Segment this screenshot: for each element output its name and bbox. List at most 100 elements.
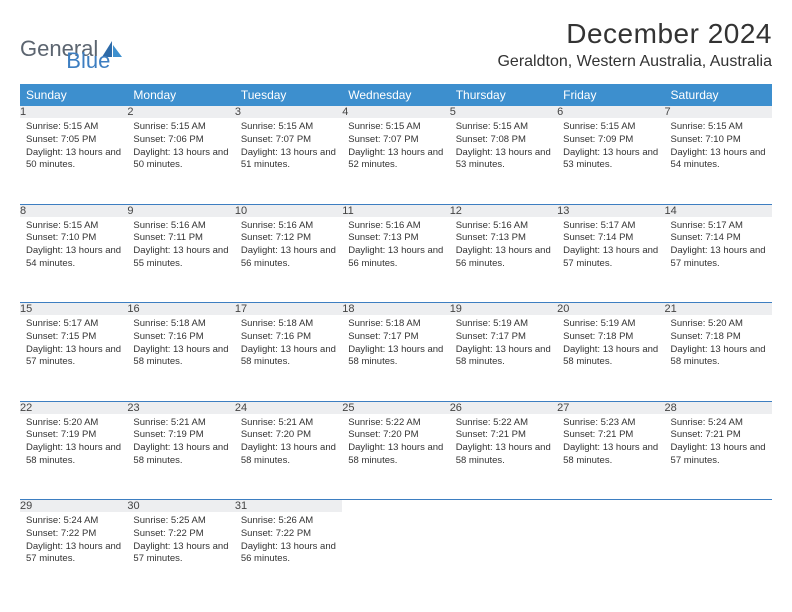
day-number-row: 293031 [20, 500, 772, 513]
day-cell [450, 512, 557, 598]
day-details: Sunrise: 5:23 AMSunset: 7:21 PMDaylight:… [557, 414, 664, 474]
sunset-line: Sunset: 7:19 PM [133, 429, 228, 442]
day-cell: Sunrise: 5:25 AMSunset: 7:22 PMDaylight:… [127, 512, 234, 598]
day-number: 25 [342, 401, 449, 414]
sunset-line: Sunset: 7:14 PM [671, 232, 766, 245]
week-row: Sunrise: 5:17 AMSunset: 7:15 PMDaylight:… [20, 315, 772, 401]
day-details: Sunrise: 5:18 AMSunset: 7:16 PMDaylight:… [127, 315, 234, 375]
daylight-line: Daylight: 13 hours and 57 minutes. [26, 344, 121, 370]
sunset-line: Sunset: 7:15 PM [26, 331, 121, 344]
day-number: 14 [665, 204, 772, 217]
day-cell: Sunrise: 5:20 AMSunset: 7:19 PMDaylight:… [20, 414, 127, 500]
day-details: Sunrise: 5:15 AMSunset: 7:07 PMDaylight:… [235, 118, 342, 178]
sunset-line: Sunset: 7:22 PM [133, 528, 228, 541]
daylight-line: Daylight: 13 hours and 57 minutes. [671, 245, 766, 271]
day-details: Sunrise: 5:15 AMSunset: 7:10 PMDaylight:… [20, 217, 127, 277]
sunrise-line: Sunrise: 5:15 AM [241, 121, 336, 134]
daylight-line: Daylight: 13 hours and 53 minutes. [563, 147, 658, 173]
day-cell: Sunrise: 5:21 AMSunset: 7:20 PMDaylight:… [235, 414, 342, 500]
day-details: Sunrise: 5:25 AMSunset: 7:22 PMDaylight:… [127, 512, 234, 572]
sunrise-line: Sunrise: 5:15 AM [26, 220, 121, 233]
day-number: 30 [127, 500, 234, 513]
day-cell: Sunrise: 5:22 AMSunset: 7:21 PMDaylight:… [450, 414, 557, 500]
day-header: Friday [557, 84, 664, 106]
day-header: Sunday [20, 84, 127, 106]
sunset-line: Sunset: 7:13 PM [348, 232, 443, 245]
daylight-line: Daylight: 13 hours and 58 minutes. [133, 442, 228, 468]
day-cell: Sunrise: 5:22 AMSunset: 7:20 PMDaylight:… [342, 414, 449, 500]
sunset-line: Sunset: 7:21 PM [456, 429, 551, 442]
sunset-line: Sunset: 7:14 PM [563, 232, 658, 245]
sunset-line: Sunset: 7:12 PM [241, 232, 336, 245]
day-number: 27 [557, 401, 664, 414]
day-number: 20 [557, 303, 664, 316]
daylight-line: Daylight: 13 hours and 58 minutes. [26, 442, 121, 468]
day-cell: Sunrise: 5:17 AMSunset: 7:15 PMDaylight:… [20, 315, 127, 401]
day-cell: Sunrise: 5:19 AMSunset: 7:17 PMDaylight:… [450, 315, 557, 401]
day-details: Sunrise: 5:19 AMSunset: 7:17 PMDaylight:… [450, 315, 557, 375]
sunrise-line: Sunrise: 5:16 AM [133, 220, 228, 233]
day-number: 17 [235, 303, 342, 316]
daylight-line: Daylight: 13 hours and 50 minutes. [26, 147, 121, 173]
sunset-line: Sunset: 7:09 PM [563, 134, 658, 147]
day-number [557, 500, 664, 513]
day-cell: Sunrise: 5:26 AMSunset: 7:22 PMDaylight:… [235, 512, 342, 598]
day-number: 16 [127, 303, 234, 316]
sunset-line: Sunset: 7:07 PM [348, 134, 443, 147]
sunset-line: Sunset: 7:20 PM [348, 429, 443, 442]
daylight-line: Daylight: 13 hours and 57 minutes. [563, 245, 658, 271]
sunrise-line: Sunrise: 5:18 AM [241, 318, 336, 331]
sunset-line: Sunset: 7:17 PM [456, 331, 551, 344]
day-number: 8 [20, 204, 127, 217]
day-cell: Sunrise: 5:18 AMSunset: 7:16 PMDaylight:… [235, 315, 342, 401]
day-number: 2 [127, 106, 234, 118]
day-details: Sunrise: 5:16 AMSunset: 7:13 PMDaylight:… [342, 217, 449, 277]
day-cell: Sunrise: 5:18 AMSunset: 7:17 PMDaylight:… [342, 315, 449, 401]
calendar-table: Sunday Monday Tuesday Wednesday Thursday… [20, 84, 772, 598]
day-cell: Sunrise: 5:19 AMSunset: 7:18 PMDaylight:… [557, 315, 664, 401]
day-number [665, 500, 772, 513]
sunset-line: Sunset: 7:20 PM [241, 429, 336, 442]
day-number-row: 1234567 [20, 106, 772, 118]
day-cell: Sunrise: 5:15 AMSunset: 7:09 PMDaylight:… [557, 118, 664, 204]
day-number: 24 [235, 401, 342, 414]
day-details: Sunrise: 5:20 AMSunset: 7:18 PMDaylight:… [665, 315, 772, 375]
daylight-line: Daylight: 13 hours and 58 minutes. [456, 344, 551, 370]
sunrise-line: Sunrise: 5:20 AM [671, 318, 766, 331]
day-number: 11 [342, 204, 449, 217]
sunrise-line: Sunrise: 5:18 AM [133, 318, 228, 331]
day-number: 1 [20, 106, 127, 118]
sunrise-line: Sunrise: 5:17 AM [671, 220, 766, 233]
day-details: Sunrise: 5:19 AMSunset: 7:18 PMDaylight:… [557, 315, 664, 375]
day-details: Sunrise: 5:15 AMSunset: 7:05 PMDaylight:… [20, 118, 127, 178]
day-cell: Sunrise: 5:15 AMSunset: 7:07 PMDaylight:… [235, 118, 342, 204]
sunset-line: Sunset: 7:06 PM [133, 134, 228, 147]
day-cell: Sunrise: 5:17 AMSunset: 7:14 PMDaylight:… [665, 217, 772, 303]
day-number: 19 [450, 303, 557, 316]
daylight-line: Daylight: 13 hours and 51 minutes. [241, 147, 336, 173]
day-details: Sunrise: 5:24 AMSunset: 7:21 PMDaylight:… [665, 414, 772, 474]
sunrise-line: Sunrise: 5:25 AM [133, 515, 228, 528]
day-number: 3 [235, 106, 342, 118]
day-cell: Sunrise: 5:24 AMSunset: 7:21 PMDaylight:… [665, 414, 772, 500]
daylight-line: Daylight: 13 hours and 58 minutes. [563, 344, 658, 370]
day-details: Sunrise: 5:16 AMSunset: 7:13 PMDaylight:… [450, 217, 557, 277]
sunset-line: Sunset: 7:19 PM [26, 429, 121, 442]
day-details: Sunrise: 5:24 AMSunset: 7:22 PMDaylight:… [20, 512, 127, 572]
sunrise-line: Sunrise: 5:15 AM [456, 121, 551, 134]
sunrise-line: Sunrise: 5:24 AM [26, 515, 121, 528]
day-number: 21 [665, 303, 772, 316]
day-number: 5 [450, 106, 557, 118]
day-details: Sunrise: 5:15 AMSunset: 7:07 PMDaylight:… [342, 118, 449, 178]
sunrise-line: Sunrise: 5:20 AM [26, 417, 121, 430]
sunrise-line: Sunrise: 5:15 AM [671, 121, 766, 134]
sunrise-line: Sunrise: 5:18 AM [348, 318, 443, 331]
week-row: Sunrise: 5:20 AMSunset: 7:19 PMDaylight:… [20, 414, 772, 500]
day-cell: Sunrise: 5:20 AMSunset: 7:18 PMDaylight:… [665, 315, 772, 401]
day-details: Sunrise: 5:15 AMSunset: 7:08 PMDaylight:… [450, 118, 557, 178]
day-cell: Sunrise: 5:21 AMSunset: 7:19 PMDaylight:… [127, 414, 234, 500]
sunrise-line: Sunrise: 5:15 AM [563, 121, 658, 134]
day-number: 26 [450, 401, 557, 414]
day-number: 12 [450, 204, 557, 217]
day-number [342, 500, 449, 513]
